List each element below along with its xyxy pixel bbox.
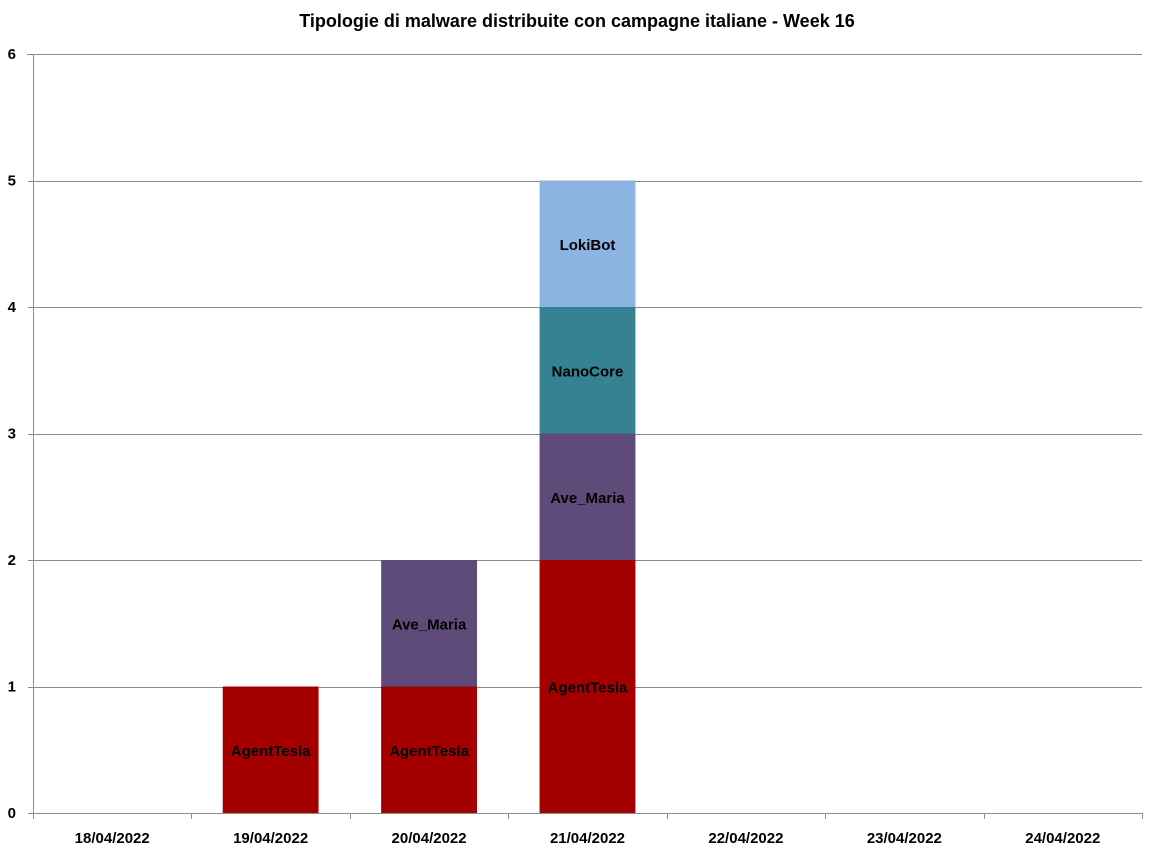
chart-title: Tipologie di malware distribuite con cam… [299,11,855,31]
bar-LokiBot-3 [539,180,636,307]
x-tick-label-5: 23/04/2022 [867,830,942,847]
bar-label-NanoCore-3: NanoCore [552,363,624,380]
bar-Ave_Maria-2 [381,560,477,687]
bar-label-Ave_Maria-2: Ave_Maria [392,616,467,633]
y-tick-labels: 0 1 2 3 4 5 6 [8,46,17,822]
x-tick-label-0: 18/04/2022 [75,830,150,847]
bar-label-Ave_Maria-3: Ave_Maria [550,490,625,507]
x-tick-labels: 18/04/2022 19/04/2022 20/04/2022 21/04/2022… [75,830,1101,847]
x-tick-label-4: 22/04/2022 [708,830,783,847]
x-tick-label-1: 19/04/2022 [233,830,308,847]
y-tick-label-0: 0 [8,805,16,822]
bar-label-AgentTesla-2: AgentTesla [389,743,469,760]
y-tick-label-6: 6 [8,46,16,63]
bar-label-LokiBot-3: LokiBot [560,237,616,254]
bar-Ave_Maria-3 [539,433,636,560]
bar-label-AgentTesla-1: AgentTesla [231,743,311,760]
bars: AgentTesla AgentTesla Ave_Maria AgentTesla A… [222,180,636,813]
bar-NanoCore-3 [539,307,636,434]
axes [27,54,1143,819]
bar-label-AgentTesla-3: AgentTesla [548,680,628,697]
x-tick-label-6: 24/04/2022 [1025,830,1100,847]
x-tick-label-3: 21/04/2022 [550,830,625,847]
y-tick-label-4: 4 [8,299,17,316]
y-tick-label-5: 5 [8,173,16,190]
y-tick-label-2: 2 [8,552,16,569]
y-tick-label-1: 1 [8,679,16,696]
x-tick-label-2: 20/04/2022 [392,830,467,847]
bar-AgentTesla-2 [381,686,477,813]
bar-AgentTesla-3 [539,560,636,813]
y-tick-label-3: 3 [8,426,16,443]
bar-AgentTesla-1 [222,686,319,813]
